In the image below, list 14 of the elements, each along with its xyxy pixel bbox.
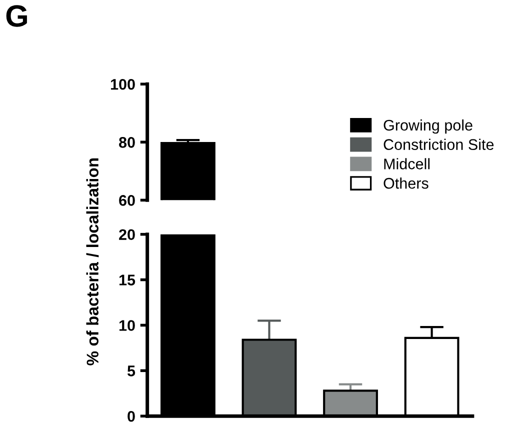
legend-label: Growing pole [384, 119, 472, 134]
legend-label: Constriction Site [384, 138, 494, 150]
y-tick-label: 0 [128, 410, 135, 422]
y-tick-label: 60 [119, 195, 135, 206]
y-axis-title: % of bacteria / localization [86, 158, 99, 366]
y-tick-label: 10 [119, 320, 135, 331]
legend-label: Others [384, 178, 428, 189]
legend-label: Midcell [384, 158, 430, 170]
y-tick-label: 20 [119, 229, 135, 240]
y-tick-label: 5 [127, 366, 136, 376]
y-tick-label: 80 [119, 137, 135, 148]
y-tick-label: 100 [110, 78, 135, 90]
y-tick-label: 15 [119, 274, 136, 286]
chart-title: G [6, 5, 27, 27]
